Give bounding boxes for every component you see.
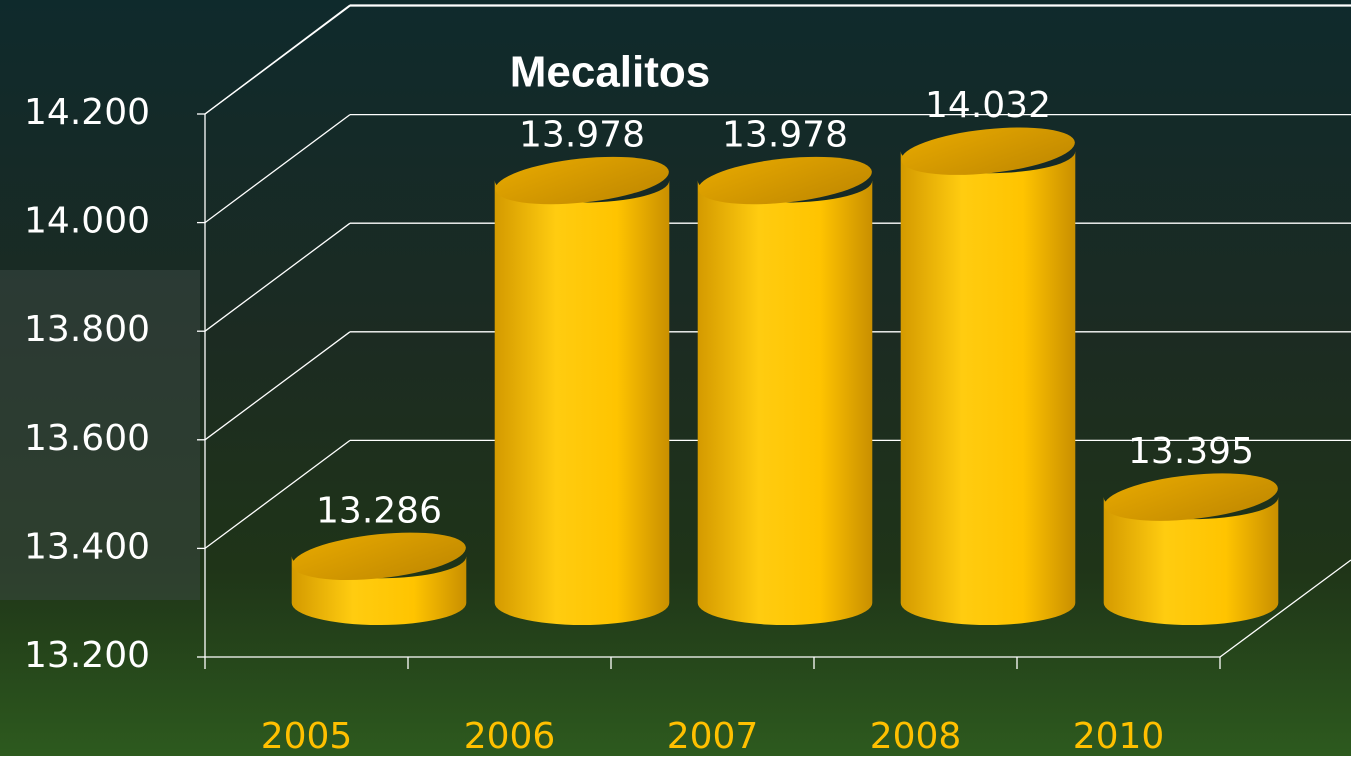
x-tick-label: 2010 [1073, 716, 1165, 756]
value-label: 13.286 [316, 490, 442, 531]
x-tick-label: 2006 [464, 716, 556, 756]
value-label: 13.978 [519, 115, 645, 156]
value-label: 13.395 [1128, 431, 1254, 472]
cylinder-body [901, 151, 1076, 625]
cylinder-body [495, 181, 670, 625]
x-tick-label: 2005 [261, 716, 353, 756]
value-label: 13.978 [722, 115, 848, 156]
y-tick-label: 13.600 [24, 418, 150, 459]
y-tick-label: 13.200 [24, 635, 150, 676]
y-tick-label: 14.200 [24, 92, 150, 133]
cylinder-body [698, 181, 873, 625]
y-tick-label: 14.000 [24, 201, 150, 242]
x-tick-label: 2008 [870, 716, 962, 756]
y-tick-label: 13.400 [24, 526, 150, 567]
value-label: 14.032 [925, 85, 1051, 126]
chart-title: Mecalitos [510, 48, 711, 97]
chart: Mecalitos 13.200 13.400 13.600 13.800 14.000… [0, 0, 1351, 756]
page: Mecalitos 13.200 13.400 13.600 13.800 14.000… [0, 0, 1351, 756]
y-tick-label: 13.800 [24, 309, 150, 350]
x-tick-label: 2007 [667, 716, 759, 756]
